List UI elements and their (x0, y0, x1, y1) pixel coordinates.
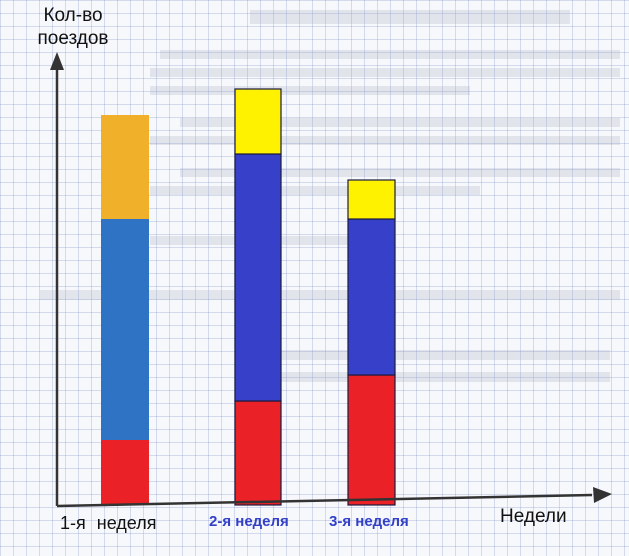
axes (50, 52, 612, 508)
bar-segment-3-3 (347, 218, 396, 376)
bar-segment-2-5 (234, 88, 282, 155)
category-label-week-2: 2-я неделя (209, 513, 289, 530)
bar-segment-1-2 (101, 219, 149, 440)
x-axis-arrowhead (593, 487, 612, 503)
bar-segment-3-5 (347, 179, 396, 220)
y-axis-arrowhead (50, 52, 64, 70)
x-axis (56, 493, 593, 508)
bar-segment-2-1 (234, 400, 282, 506)
x-axis-label: Недели (500, 506, 567, 527)
category-label-week-3: 3-я неделя (329, 513, 409, 530)
bars-layer (101, 88, 396, 506)
bar-segment-1-1 (101, 440, 149, 505)
y-axis-label: Кол-во поездов (37, 5, 109, 49)
bar-segment-1-4 (101, 115, 149, 219)
bar-segment-2-3 (234, 153, 282, 402)
bar-segment-3-1 (347, 374, 396, 506)
category-label-week-1: 1-я неделя (60, 513, 157, 533)
